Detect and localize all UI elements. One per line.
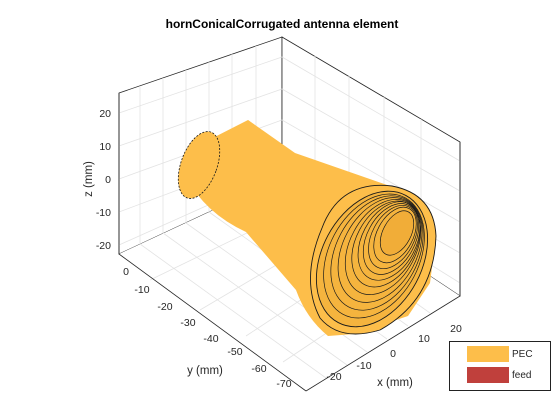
x-tick: 10 (418, 333, 430, 345)
y-tick: -30 (180, 317, 195, 329)
legend: PEC feed (449, 341, 551, 391)
figure-title: hornConicalCorrugated antenna element (166, 17, 399, 31)
legend-label-pec: PEC (512, 348, 533, 360)
corrugation-rings (323, 193, 425, 319)
x-axis-label: x (mm) (377, 377, 413, 389)
x-tick: 0 (390, 348, 396, 360)
z-tick: 10 (99, 141, 111, 153)
y-tick: -60 (251, 363, 266, 375)
z-tick: -10 (96, 207, 111, 219)
x-axis-line (305, 295, 461, 392)
z-tick: 0 (105, 174, 111, 186)
x-tick: 20 (450, 323, 462, 335)
y-tick: -40 (203, 333, 218, 345)
y-tick: -70 (276, 378, 291, 390)
x-tick: -20 (326, 371, 341, 383)
z-tick: -20 (96, 240, 111, 252)
z-tick: 20 (99, 108, 111, 120)
z-axis-label: z (mm) (83, 161, 95, 197)
legend-label-feed: feed (512, 369, 532, 381)
y-tick-labels: 0 -10 -20 -30 -40 -50 -60 -70 (123, 266, 292, 390)
waveguide-end-cap (177, 131, 221, 199)
y-tick: 0 (123, 266, 129, 278)
axes-edges-front (118, 93, 461, 392)
horn-throat (379, 210, 415, 256)
y-axis-label: y (mm) (187, 365, 223, 377)
y-tick: -10 (134, 284, 149, 296)
legend-item-pec: PEC (467, 346, 533, 362)
x-tick-labels: -20 -10 0 10 20 (326, 323, 462, 383)
floor-pane (119, 178, 460, 391)
y-tick: -20 (157, 301, 172, 313)
horn-antenna (177, 120, 437, 336)
z-tick-labels: 20 10 0 -10 -20 (96, 108, 111, 252)
legend-swatch-feed (467, 367, 509, 383)
y-axis-line (118, 253, 307, 392)
legend-swatch-pec (467, 346, 509, 362)
x-tick: -10 (356, 360, 371, 372)
legend-item-feed: feed (467, 367, 531, 383)
y-tick: -50 (227, 346, 242, 358)
